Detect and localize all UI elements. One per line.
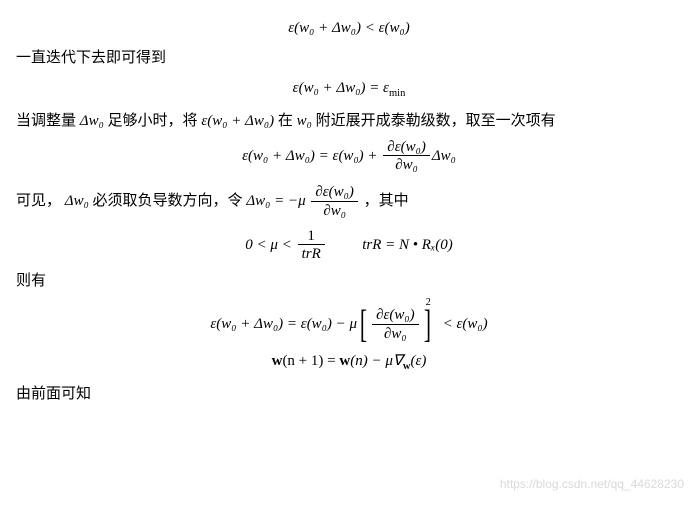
- eq4-b: trR = N • Rₓ(0): [362, 237, 452, 253]
- eq6-d: (n) − μ∇: [350, 353, 403, 369]
- eq4-frac: 1trR: [298, 228, 325, 264]
- line2-a: 当调整量: [16, 113, 76, 129]
- equation-2: ε(w₀ + Δw₀) = εmin: [16, 76, 682, 103]
- eq5-lhs: ε(w₀ + Δw₀) = ε(w₀) − μ: [210, 316, 357, 332]
- equation-5: ε(w₀ + Δw₀) = ε(w₀) − μ[∂ε(w₀)∂w₀]2 < ε(…: [16, 307, 682, 343]
- eq5-den: ∂w₀: [372, 325, 419, 343]
- eq3-lhs: ε(w₀ + Δw₀) = ε(w₀) +: [242, 148, 381, 164]
- line3-frac: ∂ε(w₀)∂w₀: [311, 184, 358, 220]
- eq2-lhs: ε(w₀ + Δw₀) = ε: [293, 80, 389, 96]
- equation-4: 0 < μ < 1trR trR = N • Rₓ(0): [16, 228, 682, 264]
- eq3-den: ∂w₀: [383, 156, 430, 174]
- eq5-exp: 2: [426, 297, 431, 308]
- eq4-num: 1: [298, 228, 325, 246]
- line1-text: 一直迭代下去即可得到: [16, 50, 166, 66]
- eq5-rhs: < ε(w₀): [439, 316, 488, 332]
- eq6-b: (n + 1) =: [282, 353, 339, 369]
- eq6-a: w: [272, 353, 283, 369]
- line3-a: 可见，: [16, 193, 61, 209]
- eq3-tail: Δw₀: [432, 148, 456, 164]
- line4-text: 则有: [16, 273, 46, 289]
- eq5-frac: ∂ε(w₀)∂w₀: [372, 307, 419, 343]
- line3-b: 必须取负导数方向，令: [93, 193, 243, 209]
- line2-m3: w₀: [297, 113, 312, 129]
- watermark-text: https://blog.csdn.net/qq_44628230: [500, 477, 684, 491]
- eq3-num: ∂ε(w₀): [383, 139, 430, 157]
- equation-1: ε(w₀ + Δw₀) < ε(w₀): [16, 16, 682, 40]
- text-line-4: 则有: [16, 269, 682, 293]
- line2-m2: ε(w₀ + Δw₀): [201, 113, 274, 129]
- text-line-3: 可见， Δw₀ 必须取负导数方向，令 Δw₀ = −μ ∂ε(w₀)∂w₀ ，其…: [16, 184, 682, 220]
- line3-c: ，其中: [364, 193, 409, 209]
- eq4-den: trR: [298, 245, 325, 263]
- line3-m1: Δw₀: [65, 193, 89, 209]
- line3-den: ∂w₀: [311, 202, 358, 220]
- line3-m2: Δw₀ = −μ: [246, 193, 305, 209]
- eq4-a: 0 < μ <: [245, 237, 295, 253]
- eq2-sub: min: [389, 88, 405, 99]
- equation-3: ε(w₀ + Δw₀) = ε(w₀) + ∂ε(w₀)∂w₀Δw₀: [16, 139, 682, 175]
- line2-d: 附近展开成泰勒级数，取至一次项有: [316, 113, 556, 129]
- line3-num: ∂ε(w₀): [311, 184, 358, 202]
- line5-text: 由前面可知: [16, 386, 91, 402]
- watermark: https://blog.csdn.net/qq_44628230: [500, 475, 684, 494]
- line2-m1: Δw₀: [80, 113, 104, 129]
- text-line-2: 当调整量 Δw₀ 足够小时，将 ε(w₀ + Δw₀) 在 w₀ 附近展开成泰勒…: [16, 109, 682, 133]
- text-line-1: 一直迭代下去即可得到: [16, 46, 682, 70]
- text-line-5: 由前面可知: [16, 382, 682, 406]
- eq1-text: ε(w₀ + Δw₀) < ε(w₀): [288, 20, 410, 36]
- eq3-frac: ∂ε(w₀)∂w₀: [383, 139, 430, 175]
- equation-6: w(n + 1) = w(n) − μ∇w(ε): [16, 349, 682, 376]
- line2-c: 在: [278, 113, 293, 129]
- eq6-e: (ε): [410, 353, 426, 369]
- eq6-c: w: [339, 353, 350, 369]
- line2-b: 足够小时，将: [108, 113, 198, 129]
- eq5-num: ∂ε(w₀): [372, 307, 419, 325]
